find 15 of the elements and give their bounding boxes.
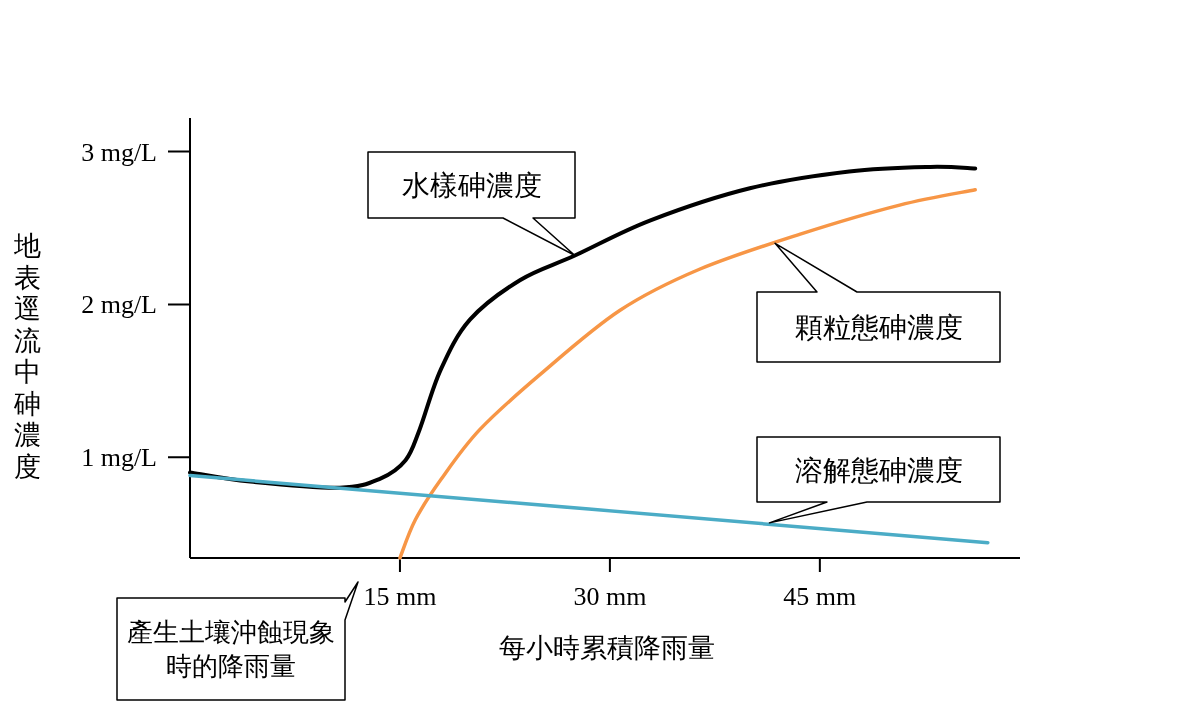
- annotation: 顆粒態砷濃度: [794, 312, 963, 344]
- callout: 產生土壤沖蝕現象時的降雨量: [116, 581, 359, 701]
- x-axis-title: 每小時累積降雨量: [499, 633, 715, 663]
- x-tick-label: 45 mm: [783, 582, 857, 611]
- y-axis-title: 地表逕流中砷濃度: [12, 231, 41, 482]
- x-tick-label: 15 mm: [363, 582, 437, 611]
- callout: 顆粒態砷濃度: [756, 242, 1001, 363]
- y-tick-label: 3 mg/L: [81, 137, 157, 167]
- y-tick-label: 2 mg/L: [81, 290, 157, 320]
- x-tick-label: 30 mm: [573, 582, 647, 611]
- callout: 溶解態砷濃度: [756, 436, 1001, 524]
- annotation: 溶解態砷濃度: [794, 454, 963, 486]
- y-tick-label: 1 mg/L: [81, 443, 157, 473]
- annotation: 水樣砷濃度: [401, 170, 542, 202]
- callout: 水樣砷濃度: [367, 151, 576, 257]
